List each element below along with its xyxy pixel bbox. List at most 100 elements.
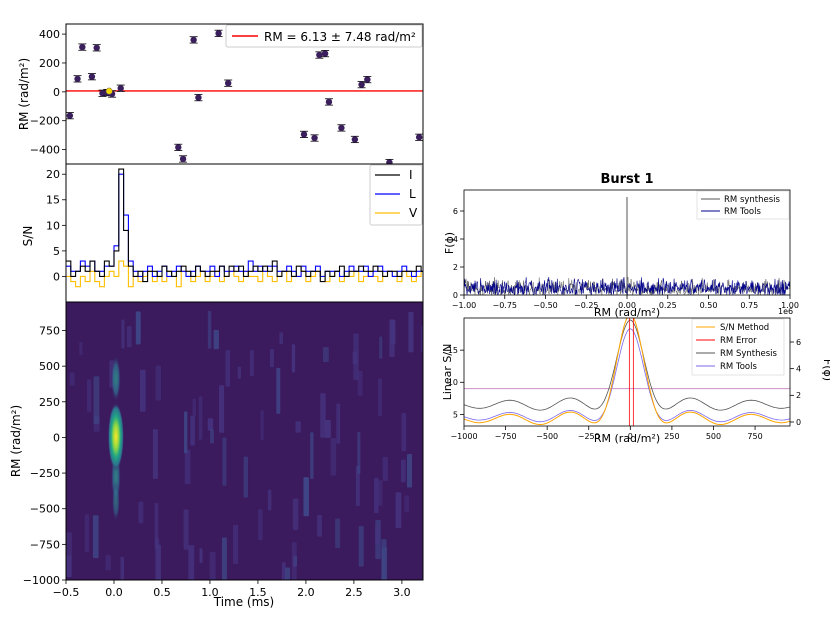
rm-data-point <box>350 135 359 144</box>
heatmap-noise-cell <box>310 432 314 480</box>
rm-data-point <box>73 75 82 83</box>
heatmap-noise-cell <box>355 465 360 506</box>
heatmap-noise-cell <box>86 379 92 412</box>
waterfall-y-axis-tick-label: 0 <box>53 431 60 444</box>
rm-zoom-panel: 15 10 5 6 4 2 0 −1000 −750 −500 −250 0 250 500 750 L… <box>441 317 830 445</box>
rm-axis-tick-label: 0 <box>53 86 60 99</box>
zoom-y-axis-tick-label: 5 <box>453 410 458 419</box>
heatmap-noise-cell <box>378 480 383 506</box>
zoom-x-axis-tick-label: −250 <box>578 432 600 441</box>
heatmap-noise-cell <box>225 350 231 387</box>
heatmap-noise-cell <box>210 429 214 444</box>
spectrum-y-label: F(ϕ) <box>443 232 456 254</box>
zoom-y-axis-tick-label: 10 <box>448 378 458 387</box>
heatmap-noise-cell <box>152 429 158 479</box>
heatmap-noise-cell <box>276 367 281 414</box>
rm-data-point <box>300 130 308 138</box>
heatmap-noise-cell <box>379 336 383 359</box>
time-axis-tick-label: 2.0 <box>297 586 315 599</box>
zoom-legend-rm-synthesis: RM Synthesis <box>720 349 777 359</box>
heatmap-noise-cell <box>279 332 284 345</box>
heatmap-noise-cell <box>404 495 410 513</box>
heatmap-noise-cell <box>233 524 239 564</box>
heatmap-noise-cell <box>295 421 301 433</box>
heatmap-noise-cell <box>389 319 395 357</box>
zoom-x-axis-tick-label: 500 <box>706 432 721 441</box>
heatmap-noise-cell <box>139 369 146 412</box>
rm-legend: RM = 6.13 ± 7.48 rad/m² <box>225 24 423 48</box>
spectrum-x-axis-tick-label: −0.25 <box>574 301 599 310</box>
spectrum-y-axis-tick-label: 4 <box>453 235 458 244</box>
rm-legend-label: RM = 6.13 ± 7.48 rad/m² <box>264 30 416 44</box>
heatmap-noise-cell <box>267 489 272 511</box>
heatmap-noise-cell <box>382 456 388 482</box>
heatmap-side-lobe <box>111 481 120 522</box>
heatmap-noise-cell <box>406 454 413 488</box>
heatmap-noise-cell <box>291 344 296 373</box>
heatmap-noise-cell <box>408 311 414 353</box>
spectrum-x-axis-tick-label: 0.75 <box>740 301 758 310</box>
spectrum-x-axis-tick-label: −0.75 <box>492 301 517 310</box>
heatmap-noise-cell <box>374 526 380 545</box>
rm-axis-tick-label: 200 <box>39 57 60 70</box>
waterfall-y-axis-tick-label: 500 <box>39 360 60 373</box>
heatmap-noise-cell <box>401 412 407 452</box>
time-axis-tick-label: 3.0 <box>393 586 411 599</box>
spectrum-x-axis-tick-label: −0.50 <box>533 301 558 310</box>
rm-data-point <box>385 158 394 164</box>
zoom-x-axis-tick-label: −500 <box>536 432 558 441</box>
zoom-legend-rm-error: RM Error <box>720 336 757 346</box>
zoom-sn-method-line <box>464 318 790 425</box>
heatmap-noise-cell <box>199 548 203 563</box>
heatmap-noise-cell <box>395 492 402 529</box>
zoom-legend: S/N Method RM Error RM Synthesis RM Tool… <box>691 318 785 376</box>
time-axis-tick-label: 0.0 <box>105 586 123 599</box>
rm-data-point <box>194 94 203 102</box>
rm-axis-tick-label: 400 <box>39 28 60 41</box>
waterfall-y-axis-tick-label: 750 <box>39 324 60 337</box>
heatmap-noise-cell <box>374 477 379 514</box>
rm-waterfall-panel: 750 500 250 0 −250 −500 −750 −1000 −0.5 0.0 0.5 1.… <box>9 301 424 609</box>
rm-vs-time-panel: 400 200 0 −200 −400 RM (rad/m²) RM = 6.13 ± … <box>17 23 424 165</box>
zoom-y-axis-tick-label: 15 <box>448 346 458 355</box>
heatmap-noise-cell <box>209 552 216 580</box>
rm-data-point <box>357 81 366 89</box>
heatmap-noise-cell <box>207 310 212 349</box>
heatmap-noise-cell <box>190 415 195 446</box>
heatmap-noise-cell <box>154 502 159 549</box>
heatmap-noise-cell <box>207 418 214 431</box>
spectrum-x-axis-tick-label: 0.25 <box>659 301 677 310</box>
heatmap-noise-cell <box>213 329 219 350</box>
rm-highlight-point <box>105 87 113 95</box>
time-axis-label: Time (ms) <box>213 595 275 609</box>
heatmap-noise-cell <box>138 501 144 524</box>
rm-data-point <box>337 124 346 132</box>
zoom-x-axis-tick-label: 250 <box>664 432 679 441</box>
zoom-y2-axis-tick-label: 2 <box>796 391 801 400</box>
legend-label-L: L <box>409 187 416 201</box>
rm-data-point <box>98 89 107 97</box>
legend-label-V: V <box>409 206 418 220</box>
heatmap-noise-cell <box>258 509 263 540</box>
heatmap-noise-cell <box>126 326 132 348</box>
spectrum-x-label: RM (rad/m²) <box>594 306 660 319</box>
waterfall-y-axis-tick-label: −250 <box>30 467 60 480</box>
heatmap-noise-cell <box>135 311 141 345</box>
waterfall-y-axis-tick-label: −500 <box>30 503 60 516</box>
heatmap-noise-cell <box>93 376 100 424</box>
heatmap-noise-cell <box>284 567 291 580</box>
rm-data-point <box>324 98 333 106</box>
heatmap-noise-cell <box>352 351 358 365</box>
spectrum-legend-rm-tools: RM Tools <box>724 207 761 217</box>
heatmap-noise-cell <box>218 385 225 433</box>
heatmap-noise-cell <box>357 370 363 396</box>
heatmap-noise-cell <box>358 526 364 567</box>
heatmap-noise-cell <box>120 556 125 580</box>
heatmap-noise-cell <box>324 419 331 438</box>
spectrum-x-axis-tick-label: 0.50 <box>700 301 718 310</box>
rm-data-point <box>214 29 223 37</box>
heatmap-noise-cell <box>184 411 188 454</box>
heatmap-noise-cell <box>79 341 83 356</box>
time-axis-tick-label: 2.5 <box>345 586 363 599</box>
zoom-y2-label: F(ϕ) <box>821 359 830 381</box>
